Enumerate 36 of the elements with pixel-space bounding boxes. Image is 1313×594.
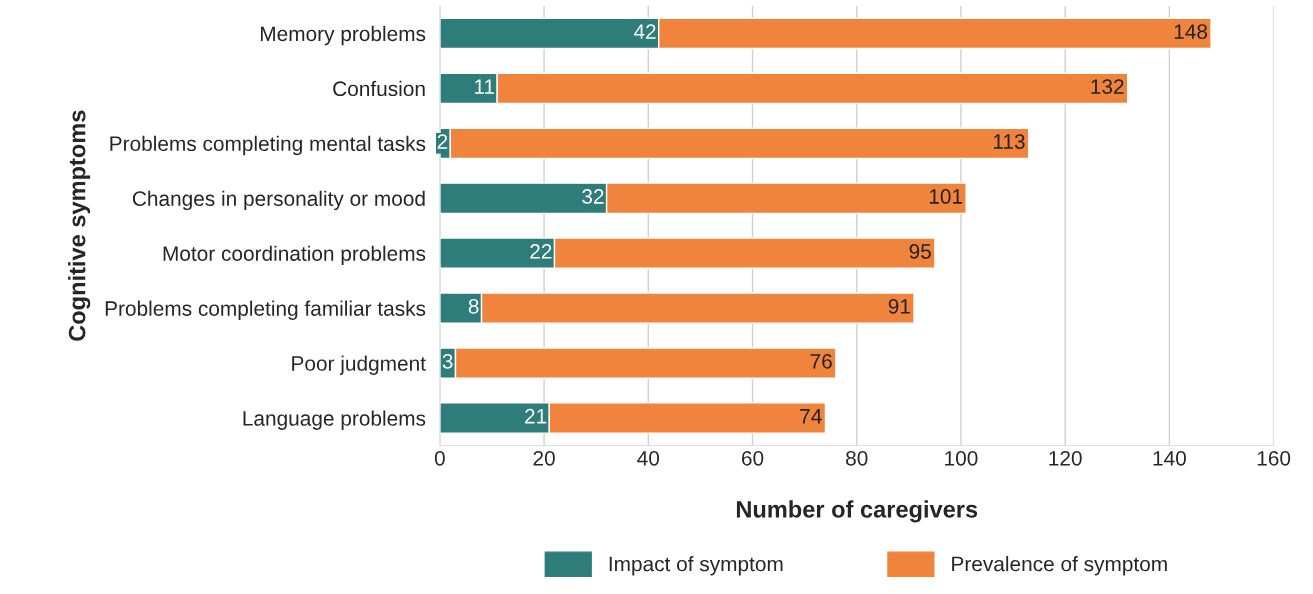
total-label: 74 [800, 409, 822, 424]
y-axis-title: Cognitive symptoms [68, 110, 91, 341]
total-label: 148 [1174, 24, 1208, 39]
x-tick-label: 40 [637, 450, 660, 466]
x-axis-title: Number of caregivers [736, 500, 978, 523]
x-tick-label: 80 [846, 450, 868, 466]
y-tick-label: Language problems [243, 410, 426, 430]
x-tick-label: 0 [434, 450, 445, 466]
x-tick-label: 100 [945, 450, 978, 466]
y-tick-label: Problems completing familiar tasks [105, 300, 426, 321]
total-label: 76 [810, 353, 832, 369]
y-tick-label: Poor judgment [292, 355, 426, 375]
x-tick-label: 60 [741, 450, 764, 466]
x-tick-label: 160 [1257, 450, 1291, 466]
total-label: 95 [909, 244, 931, 259]
x-tick-label: 20 [533, 450, 555, 466]
y-tick-label: Problems completing mental tasks [110, 135, 426, 156]
legend-label: Impact of symptom [609, 556, 783, 576]
y-tick-label: Confusion [333, 80, 425, 97]
total-label: 113 [993, 134, 1025, 149]
data-label: 11 [475, 79, 495, 94]
x-tick-label: 140 [1153, 450, 1186, 466]
x-tick-label: 120 [1049, 450, 1082, 466]
total-label: 91 [888, 298, 910, 314]
data-label: 8 [468, 298, 479, 314]
total-label: 132 [1091, 79, 1124, 94]
y-tick-label: Motor coordination problems [163, 245, 426, 266]
total-label: 101 [929, 189, 963, 204]
y-tick-label: Changes in personality or mood [132, 190, 425, 211]
legend-label: Prevalence of symptom [952, 556, 1167, 576]
y-tick-label: Memory problems [260, 25, 426, 46]
data-label: 32 [582, 189, 604, 204]
data-label: 42 [633, 24, 656, 39]
data-label: 3 [442, 353, 453, 369]
data-label: 22 [530, 244, 552, 259]
data-label: 21 [525, 408, 547, 424]
